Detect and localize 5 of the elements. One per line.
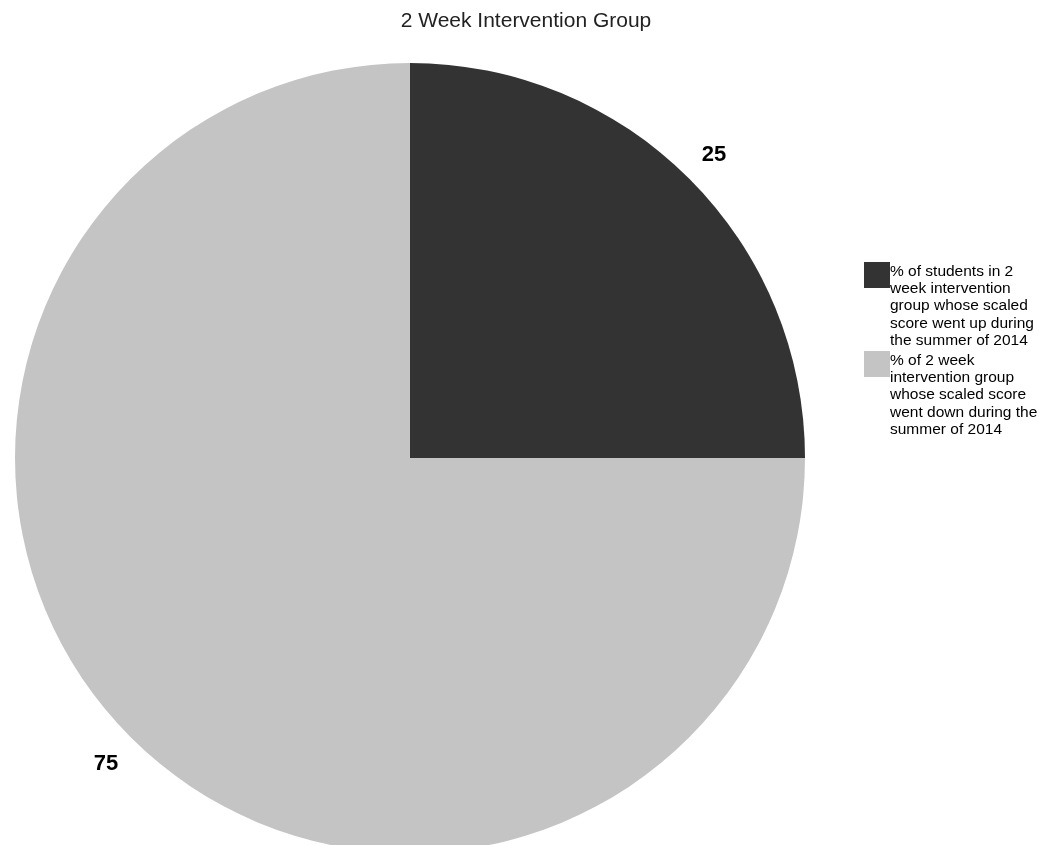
chart-title: 2 Week Intervention Group <box>399 8 653 32</box>
legend-label: % of 2 week intervention group whose scaled score went down during the summer of 2014 <box>890 351 1039 438</box>
legend-label: % of students in 2 week intervention group whose scaled score went up during the summer of 2014 <box>890 262 1035 349</box>
data-label: 25 <box>701 141 727 167</box>
data-label: 75 <box>93 749 119 775</box>
